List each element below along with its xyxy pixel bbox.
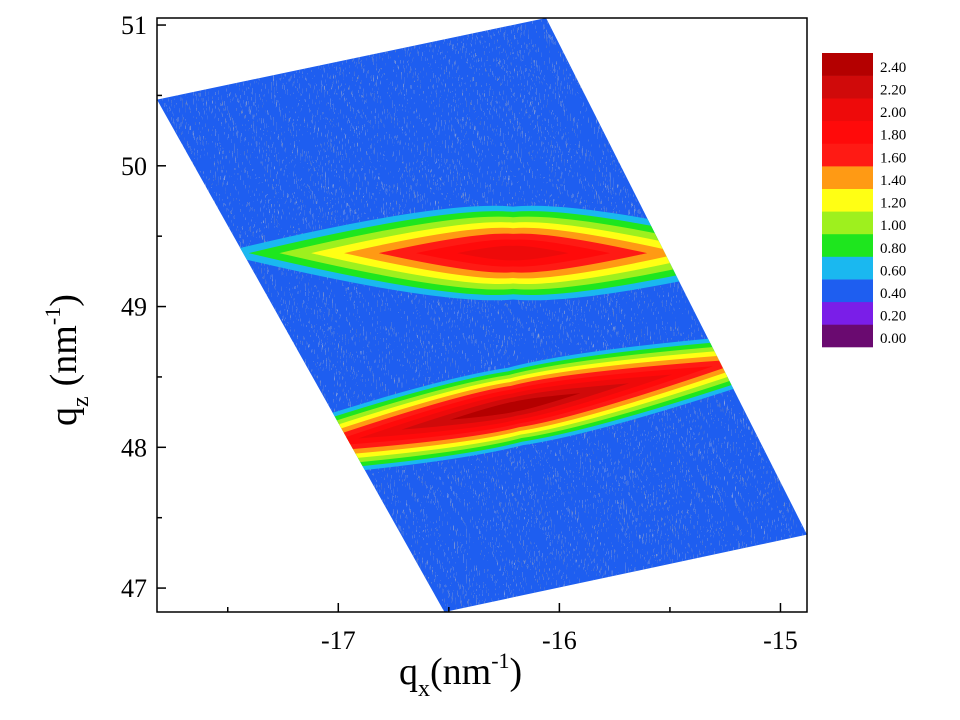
y-axis-title-end: ) [43,294,85,307]
heatmap-noise-high-group [160,23,807,612]
colorbar-label: 0.60 [880,263,906,279]
colorbar-label: 2.00 [880,105,906,121]
x-axis-title-end: ) [510,651,523,693]
colorbar-swatch-1.40 [822,166,873,189]
colorbar-swatch-1.20 [822,188,873,212]
peak-1-contour-2.00 [457,245,569,261]
y-tick-label: 49 [121,293,147,322]
colorbar-swatch-2.20 [822,75,873,99]
colorbar-swatch-1.80 [822,120,873,144]
y-axis-title: qz (nm-1) [40,294,94,426]
plot-area [157,18,807,612]
x-tick-label: -15 [763,626,798,655]
y-axis-title-unit: (nm [43,325,85,386]
y-axis-title-main: q [43,407,85,426]
colorbar-label: 0.40 [880,286,906,302]
x-axis-title: qx(nm-1) [399,648,522,702]
colorbar-label: 2.40 [880,60,906,76]
x-axis-title-sup: -1 [491,648,509,673]
colorbar-legend: 0.00 0.20 0.40 0.60 0.80 1.00 1.20 1.40 1.60 1.80… [822,53,906,348]
colorbar-swatch-1.60 [822,143,873,167]
y-tick-label: 48 [121,433,147,462]
x-tick-label: -16 [542,626,577,655]
colorbar-swatch-0.00 [822,324,873,348]
colorbar-swatch-0.40 [822,279,873,303]
heatmap-noise-high [160,23,807,612]
colorbar-swatch-0.80 [822,233,873,257]
y-tick-label: 47 [121,574,147,603]
colorbar-swatch-0.60 [822,256,873,280]
colorbar-swatch-1.00 [822,211,873,235]
y-axis-title-sup: -1 [40,307,65,325]
colorbar-label: 2.20 [880,82,906,98]
y-axis-title-sub: z [68,396,94,407]
axis-ticks: -17 -16 -15 47 48 49 50 51 [121,11,798,655]
colorbar-label: 0.80 [880,241,906,257]
x-axis-title-sub: x [418,676,430,702]
colorbar-label: 1.00 [880,218,906,234]
colorbar-label: 0.00 [880,331,906,347]
colorbar-swatch-2.00 [822,98,873,122]
colorbar-label: 1.80 [880,128,906,144]
plot-frame [156,17,808,613]
colorbar-label: 1.40 [880,173,906,189]
peak-2-contour-2.40 [449,393,581,420]
heatmap-region [157,18,807,612]
peak-1 [218,205,807,301]
colorbar-label: 1.60 [880,150,906,166]
y-tick-label: 50 [121,152,147,181]
x-axis-title-unit: (nm [430,651,491,693]
x-axis-title-main: q [399,651,418,693]
y-tick-label: 51 [121,11,147,40]
colorbar-label: 1.20 [880,196,906,212]
colorbar-swatch-0.20 [822,301,873,325]
x-tick-label: -17 [321,626,356,655]
colorbar-label: 0.20 [880,309,906,325]
colorbar-swatch-2.40 [822,53,873,76]
